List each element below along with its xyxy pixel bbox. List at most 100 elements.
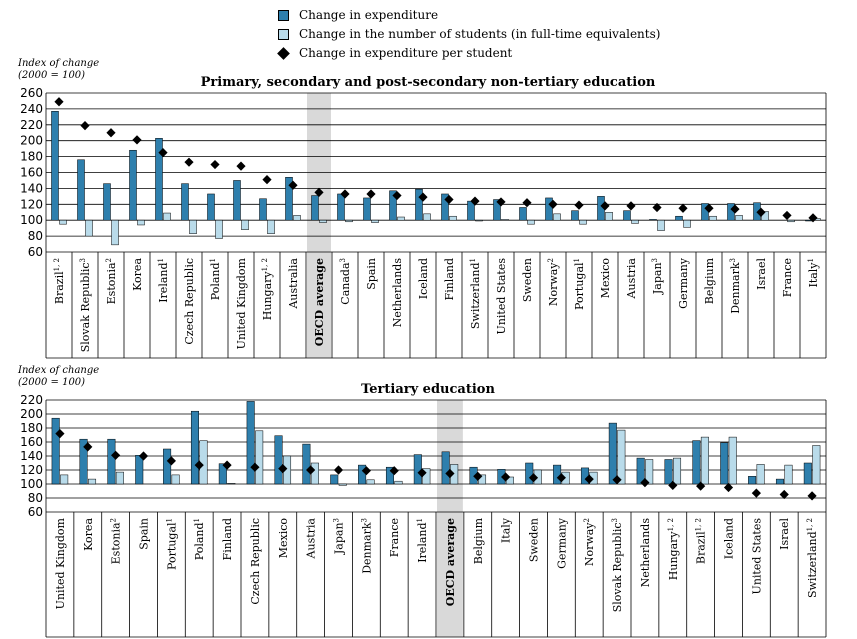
- category-label-iceland: Iceland: [723, 518, 736, 559]
- y-tick-label-200: 200: [20, 134, 43, 148]
- bar-expenditure-united-kingdom: [233, 180, 241, 221]
- chart-tertiary: Index of change(2000 = 100) Tertiary educ…: [17, 365, 827, 638]
- marker-per-student-iceland: [723, 482, 734, 493]
- y-tick-label-140: 140: [20, 181, 43, 195]
- legend: Change in expenditure Change in the numb…: [277, 6, 678, 63]
- bar-expenditure-united-states: [493, 199, 501, 221]
- category-label-korea: Korea: [82, 518, 95, 551]
- bar-expenditure-germany: [553, 464, 562, 485]
- marker-per-student-italy: [808, 213, 818, 223]
- category-label-belgium: Belgium: [703, 257, 716, 304]
- bar-students-poland: [215, 219, 223, 239]
- bar-expenditure-iceland: [415, 188, 423, 221]
- category-label-netherlands: Netherlands: [391, 258, 404, 328]
- category-label-united-states: United States: [495, 258, 508, 335]
- legend-label-students: Change in the number of students (in ful…: [299, 27, 661, 41]
- bar-expenditure-slovak-republic: [608, 422, 617, 485]
- category-label-united-kingdom: United Kingdom: [235, 257, 248, 349]
- marker-per-student-france: [389, 466, 399, 476]
- category-label-czech-republic: Czech Republic: [183, 258, 196, 345]
- bar-expenditure-austria: [623, 210, 631, 221]
- bar-expenditure-estonia: [107, 438, 116, 485]
- chart-primary-secondary: Index of change(2000 = 100) Primary, seco…: [17, 58, 827, 359]
- marker-per-student-germany: [678, 203, 688, 213]
- legend-item-students: Change in the number of students (in ful…: [278, 25, 678, 44]
- category-label-germany: Germany: [555, 517, 568, 569]
- bar-expenditure-germany: [675, 215, 683, 221]
- bar-expenditure-oecd-average: [441, 451, 450, 485]
- bar-students-israel: [784, 464, 793, 485]
- bar-students-switzerland: [475, 219, 483, 222]
- marker-per-student-denmark: [361, 466, 371, 476]
- marker-per-student-switzerland: [470, 196, 480, 206]
- bar-students-france: [394, 480, 403, 485]
- bar-expenditure-korea: [79, 438, 88, 485]
- category-label-ireland: Ireland1: [416, 518, 429, 563]
- bar-expenditure-ireland: [155, 138, 163, 221]
- marker-per-student-estonia: [106, 128, 116, 138]
- category-label-brazil: Brazil1, 2: [53, 258, 66, 304]
- legend-swatch-expenditure: [278, 10, 289, 21]
- bar-expenditure-estonia: [103, 183, 111, 221]
- category-label-austria: Austria: [305, 518, 318, 560]
- marker-per-student-mexico: [600, 201, 610, 211]
- category-label-iceland: Iceland: [417, 258, 430, 299]
- bar-expenditure-canada: [337, 193, 345, 221]
- bar-expenditure-korea: [129, 149, 137, 221]
- chart-title: Tertiary education: [361, 382, 495, 397]
- marker-per-student-austria: [626, 201, 636, 211]
- category-label-israel: Israel: [778, 518, 791, 550]
- legend-item-expenditure: Change in expenditure: [278, 6, 678, 25]
- marker-per-student-korea: [132, 135, 142, 145]
- bar-students-netherlands: [397, 216, 405, 221]
- chart-title: Primary, secondary and post-secondary no…: [201, 75, 656, 90]
- category-label-portugal: Portugal1: [165, 518, 178, 570]
- legend-label-per-student: Change in expenditure per student: [299, 46, 513, 60]
- category-label-netherlands: Netherlands: [639, 518, 652, 588]
- category-label-united-states: United States: [750, 518, 763, 595]
- category-label-france: France: [781, 258, 794, 297]
- bar-expenditure-finland: [441, 193, 449, 221]
- category-label-italy: Italy: [500, 517, 513, 543]
- legend-item-per-student: Change in expenditure per student: [277, 44, 678, 63]
- bar-expenditure-brazil: [692, 440, 701, 485]
- category-label-korea: Korea: [131, 258, 144, 291]
- bar-expenditure-united-states: [748, 476, 757, 485]
- bar-students-norway: [553, 213, 561, 221]
- marker-per-student-canada: [340, 189, 350, 199]
- marker-per-student-italy: [501, 472, 511, 482]
- bar-expenditure-hungary: [259, 198, 267, 221]
- y-tick-label-220: 220: [20, 393, 43, 407]
- category-label-belgium: Belgium: [472, 517, 485, 564]
- bar-expenditure-spain: [363, 197, 371, 221]
- category-label-switzerland: Switzerland1, 2: [806, 518, 819, 598]
- bar-expenditure-japan: [649, 219, 657, 221]
- bar-expenditure-australia: [285, 177, 293, 221]
- category-label-japan: Japan3: [651, 258, 664, 295]
- y-tick-label-100: 100: [20, 477, 43, 491]
- y-tick-label-260: 260: [20, 86, 43, 100]
- marker-per-student-oecd-average: [314, 187, 324, 197]
- marker-per-student-belgium: [704, 203, 714, 213]
- bar-students-netherlands: [645, 459, 654, 485]
- bar-expenditure-oecd-average: [311, 195, 319, 221]
- category-label-israel: Israel: [755, 258, 768, 290]
- bar-students-portugal: [171, 474, 180, 485]
- category-label-spain: Spain: [365, 258, 378, 290]
- bar-students-finland: [227, 483, 236, 485]
- category-label-germany: Germany: [677, 257, 690, 309]
- average-highlight-band: [307, 93, 331, 358]
- marker-per-student-poland: [210, 159, 220, 170]
- marker-per-student-united-states: [751, 488, 761, 498]
- marker-per-student-iceland: [418, 192, 428, 202]
- y-tick-label-140: 140: [20, 449, 43, 463]
- legend-label-expenditure: Change in expenditure: [299, 8, 439, 22]
- bar-expenditure-iceland: [720, 442, 729, 485]
- y-axis-label-line2: (2000 = 100): [18, 377, 85, 388]
- bar-students-germany: [683, 219, 691, 228]
- marker-per-student-united-states: [496, 197, 506, 207]
- bar-expenditure-netherlands: [389, 190, 397, 221]
- bar-students-united-states: [756, 464, 765, 485]
- category-label-norway: Norway2: [547, 258, 560, 306]
- marker-per-student-israel: [756, 207, 766, 217]
